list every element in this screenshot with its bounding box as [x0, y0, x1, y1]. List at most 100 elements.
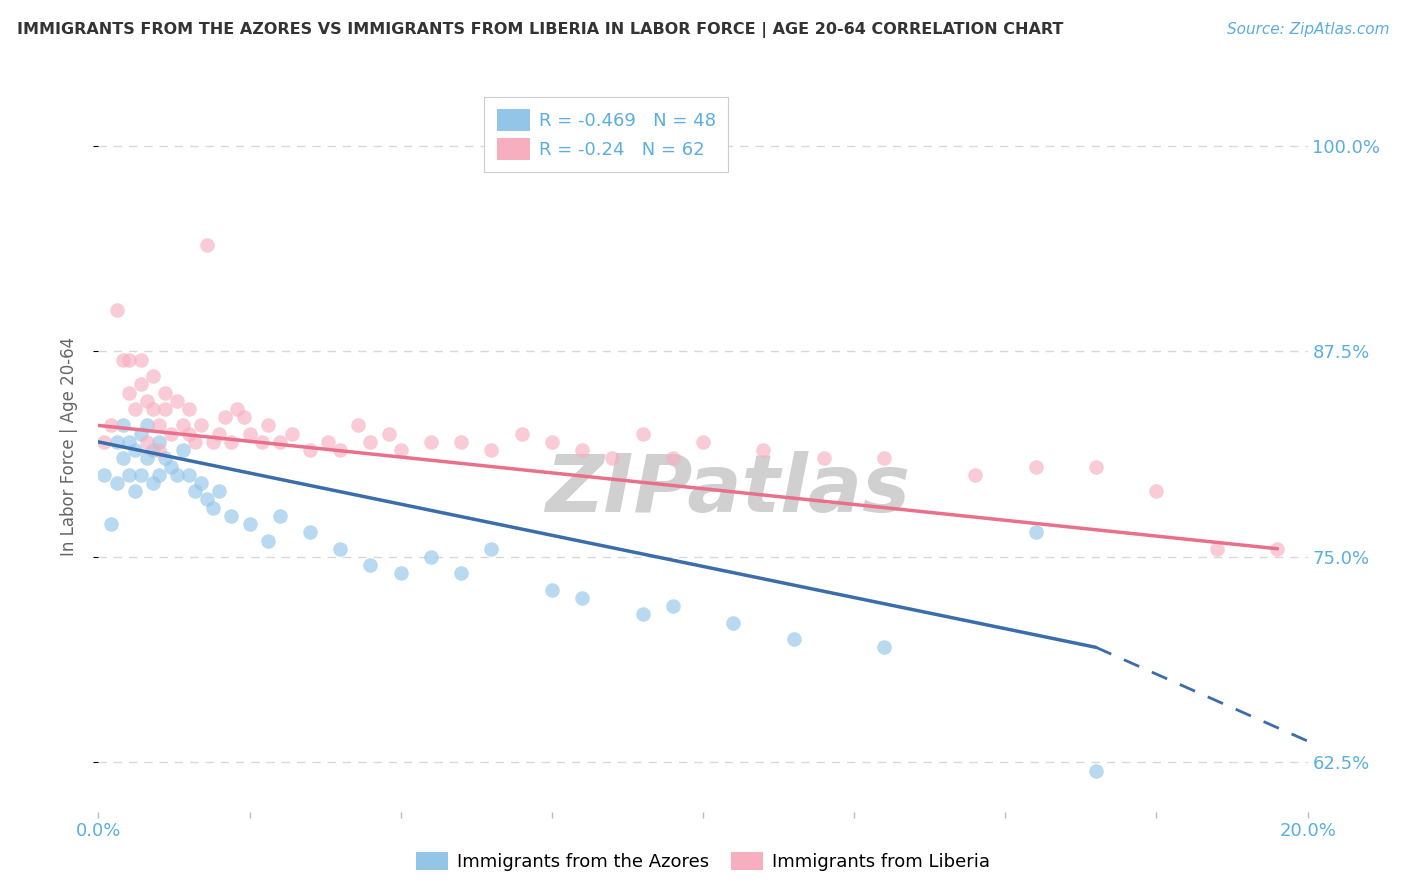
- Point: [118, 385, 141, 400]
- Point: [118, 352, 141, 367]
- Point: [93, 434, 115, 449]
- Point: [135, 418, 157, 433]
- Point: [540, 434, 562, 449]
- Point: [148, 418, 170, 433]
- Point: [329, 541, 352, 556]
- Point: [148, 434, 170, 449]
- Point: [965, 467, 987, 482]
- Legend: Immigrants from the Azores, Immigrants from Liberia: Immigrants from the Azores, Immigrants f…: [408, 845, 998, 879]
- Text: IMMIGRANTS FROM THE AZORES VS IMMIGRANTS FROM LIBERIA IN LABOR FORCE | AGE 20-64: IMMIGRANTS FROM THE AZORES VS IMMIGRANTS…: [17, 22, 1063, 38]
- Point: [124, 443, 146, 458]
- Point: [450, 566, 472, 581]
- Point: [142, 369, 165, 384]
- Text: Source: ZipAtlas.com: Source: ZipAtlas.com: [1226, 22, 1389, 37]
- Point: [481, 443, 503, 458]
- Point: [221, 434, 243, 449]
- Point: [661, 451, 683, 466]
- Point: [631, 607, 654, 622]
- Point: [239, 517, 262, 532]
- Point: [190, 475, 212, 490]
- Point: [239, 426, 262, 441]
- Point: [179, 426, 201, 441]
- Point: [299, 443, 322, 458]
- Point: [752, 443, 775, 458]
- Point: [360, 558, 382, 573]
- Point: [129, 426, 152, 441]
- Point: [389, 566, 412, 581]
- Point: [208, 484, 231, 499]
- Point: [105, 303, 128, 318]
- Point: [129, 352, 152, 367]
- Point: [269, 508, 291, 523]
- Point: [481, 541, 503, 556]
- Point: [329, 443, 352, 458]
- Point: [347, 418, 370, 433]
- Point: [135, 434, 157, 449]
- Point: [256, 533, 278, 548]
- Point: [135, 451, 157, 466]
- Point: [118, 434, 141, 449]
- Point: [813, 451, 835, 466]
- Point: [540, 582, 562, 597]
- Point: [208, 426, 231, 441]
- Point: [1267, 541, 1289, 556]
- Point: [172, 418, 194, 433]
- Point: [377, 426, 399, 441]
- Point: [111, 418, 134, 433]
- Point: [166, 393, 188, 408]
- Point: [873, 451, 896, 466]
- Point: [202, 500, 225, 515]
- Legend: R = -0.469   N = 48, R = -0.24   N = 62: R = -0.469 N = 48, R = -0.24 N = 62: [484, 96, 728, 172]
- Point: [148, 443, 170, 458]
- Point: [450, 434, 472, 449]
- Point: [166, 467, 188, 482]
- Point: [510, 426, 533, 441]
- Point: [142, 475, 165, 490]
- Point: [571, 591, 593, 605]
- Text: ZIPatlas: ZIPatlas: [544, 450, 910, 529]
- Point: [153, 402, 176, 417]
- Point: [153, 451, 176, 466]
- Point: [661, 599, 683, 614]
- Point: [129, 467, 152, 482]
- Point: [160, 459, 183, 474]
- Point: [232, 410, 254, 425]
- Point: [105, 434, 128, 449]
- Point: [160, 426, 183, 441]
- Point: [299, 525, 322, 540]
- Point: [100, 517, 122, 532]
- Point: [692, 434, 714, 449]
- Point: [1206, 541, 1229, 556]
- Point: [226, 402, 249, 417]
- Point: [142, 443, 165, 458]
- Point: [389, 443, 412, 458]
- Point: [100, 418, 122, 433]
- Point: [1024, 459, 1046, 474]
- Point: [873, 640, 896, 655]
- Point: [202, 434, 225, 449]
- Point: [195, 492, 218, 507]
- Point: [105, 475, 128, 490]
- Point: [195, 237, 218, 252]
- Point: [172, 443, 194, 458]
- Point: [124, 402, 146, 417]
- Point: [111, 451, 134, 466]
- Point: [179, 467, 201, 482]
- Point: [256, 418, 278, 433]
- Point: [142, 402, 165, 417]
- Point: [723, 615, 745, 630]
- Point: [281, 426, 304, 441]
- Point: [190, 418, 212, 433]
- Point: [1085, 764, 1108, 778]
- Point: [184, 434, 207, 449]
- Point: [179, 402, 201, 417]
- Point: [420, 434, 443, 449]
- Point: [135, 393, 157, 408]
- Point: [269, 434, 291, 449]
- Point: [1024, 525, 1046, 540]
- Point: [783, 632, 806, 647]
- Point: [221, 508, 243, 523]
- Point: [631, 426, 654, 441]
- Point: [111, 352, 134, 367]
- Point: [571, 443, 593, 458]
